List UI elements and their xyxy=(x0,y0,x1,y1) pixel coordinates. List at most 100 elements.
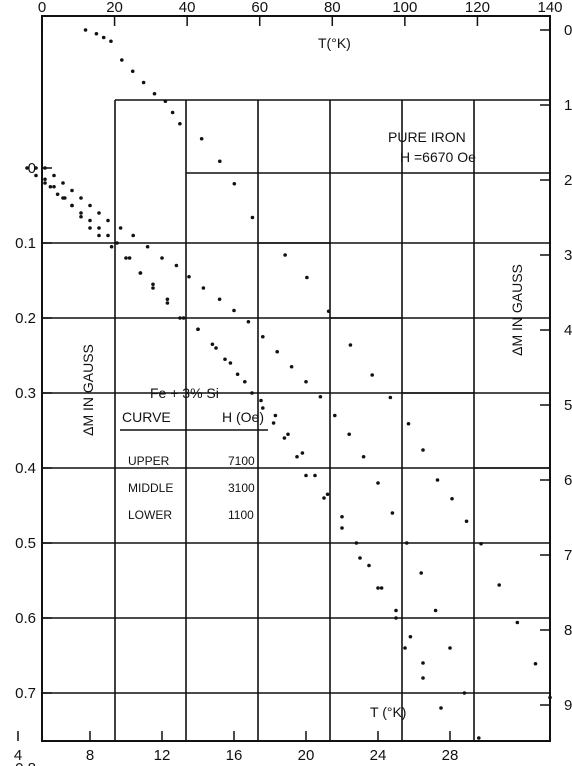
fe-si-upper-point xyxy=(235,372,240,377)
bottom-x-axis-label: T (°K) xyxy=(370,704,406,720)
pure-iron-point xyxy=(370,373,375,377)
left-y-tick-label: 0.6 xyxy=(15,610,36,627)
right-y-tick-label: 6 xyxy=(564,472,572,489)
plot-frame xyxy=(41,15,551,742)
fe-si-middle-point xyxy=(421,661,425,665)
fe-si-upper-point xyxy=(79,211,83,215)
bottom-x-tick-label: 28 xyxy=(442,747,459,764)
left-y-tick-label: 0 xyxy=(28,160,36,177)
top-x-tick-label: 140 xyxy=(537,0,562,16)
right-y-tick-label: 7 xyxy=(564,547,572,564)
annotation-line-2: H =6670 Oe xyxy=(400,149,476,165)
top-x-tick-label: 100 xyxy=(392,0,417,16)
fe-si-upper-point xyxy=(223,357,227,362)
legend-header-curve: CURVE xyxy=(122,409,171,425)
fe-si-upper-point xyxy=(34,173,38,178)
fe-si-lower-point xyxy=(333,413,337,418)
fe-si-middle-point xyxy=(286,432,290,437)
fe-si-upper-point xyxy=(48,184,53,189)
fe-si-middle-point xyxy=(165,297,170,302)
pure-iron-point xyxy=(464,519,469,524)
fe-si-upper-point xyxy=(282,436,287,440)
fe-si-lower-point xyxy=(232,308,236,313)
bottom-x-tick-label: 4 xyxy=(14,747,22,764)
fe-si-middle-point xyxy=(273,413,278,418)
right-y-tick-label: 9 xyxy=(564,697,572,714)
fe-si-middle-point xyxy=(408,634,413,639)
fe-si-middle-point xyxy=(138,271,143,275)
fe-si-middle-point xyxy=(313,473,317,478)
fe-si-middle-point xyxy=(340,514,344,519)
fe-si-middle-point xyxy=(354,541,359,545)
right-y-tick-label: 4 xyxy=(564,322,572,339)
right-y-tick-label: 5 xyxy=(564,397,572,414)
fe-si-upper-point xyxy=(358,556,362,560)
fe-si-middle-point xyxy=(325,492,330,497)
fe-si-lower-point xyxy=(131,233,135,238)
fe-si-upper-point xyxy=(439,706,443,710)
top-x-tick-label: 120 xyxy=(465,0,490,16)
fe-si-lower-point xyxy=(304,379,308,384)
fe-si-lower-point xyxy=(390,511,395,515)
bottom-x-tick-label: 24 xyxy=(370,747,387,764)
right-y-tick-label: 2 xyxy=(564,172,572,189)
pure-iron-point xyxy=(497,583,502,587)
pure-iron-point xyxy=(421,448,425,452)
pure-iron-point xyxy=(83,28,88,32)
pure-iron-point xyxy=(101,35,106,40)
legend-header-field: H (Oe) xyxy=(222,409,264,425)
pure-iron-point xyxy=(388,395,393,400)
top-x-tick-label: 0 xyxy=(38,0,46,16)
fe-si-middle-point xyxy=(70,203,74,208)
fe-si-lower-point xyxy=(405,541,409,545)
fe-si-lower-point xyxy=(70,188,74,193)
fe-si-middle-point xyxy=(259,398,263,403)
right-y-axis-label: ΔM IN GAUSS xyxy=(509,264,525,356)
pure-iron-point xyxy=(109,39,113,44)
pure-iron-point xyxy=(326,309,331,314)
left-y-tick-label: 0.4 xyxy=(15,460,36,477)
fe-si-lower-point xyxy=(174,263,179,268)
fe-si-upper-point xyxy=(340,526,344,530)
fe-si-lower-point xyxy=(97,211,101,215)
pure-iron-point xyxy=(130,69,135,74)
legend-row-upper-field: 7100 xyxy=(228,454,255,468)
fe-si-lower-point xyxy=(361,454,366,459)
pure-iron-point xyxy=(250,215,255,220)
pure-iron-point xyxy=(141,80,146,85)
bottom-x-tick-label: 12 xyxy=(154,747,171,764)
top-x-tick-label: 80 xyxy=(324,0,341,16)
fe-si-lower-point xyxy=(275,349,280,354)
fe-si-middle-point xyxy=(367,563,371,568)
pure-iron-point xyxy=(450,496,454,501)
fe-si-upper-point xyxy=(88,218,92,223)
fe-si-lower-point xyxy=(61,181,65,185)
fe-si-upper-point xyxy=(55,192,60,197)
fe-si-upper-point xyxy=(127,256,132,260)
fe-si-middle-point xyxy=(52,184,56,189)
pure-iron-point xyxy=(152,91,157,96)
fe-si-lower-point xyxy=(448,646,452,650)
pure-iron-point xyxy=(515,620,520,625)
fe-si-middle-point xyxy=(97,233,101,238)
right-y-tick-label: 0 xyxy=(564,22,572,39)
fe-si-upper-point xyxy=(394,616,398,620)
pure-iron-point xyxy=(479,541,483,546)
fe-si-lower-point xyxy=(246,319,251,324)
pure-iron-point xyxy=(548,695,552,700)
legend-row-middle-field: 3100 xyxy=(228,481,255,495)
fe-si-middle-point xyxy=(151,286,155,290)
fe-si-upper-point xyxy=(210,342,215,347)
fe-si-lower-point xyxy=(289,364,294,369)
fe-si-lower-point xyxy=(347,432,352,437)
pure-iron-point xyxy=(94,31,99,36)
fe-si-middle-point xyxy=(88,226,92,230)
fe-si-lower-point xyxy=(318,394,323,399)
fe-si-lower-point xyxy=(261,334,265,339)
fe-si-lower-point xyxy=(43,166,47,170)
legend-row-lower-field: 1100 xyxy=(228,508,254,522)
fe-si-upper-point xyxy=(295,454,299,459)
fe-si-upper-point xyxy=(25,166,29,170)
fe-si-middle-point xyxy=(178,316,182,320)
right-y-tick-label: 8 xyxy=(564,622,572,639)
